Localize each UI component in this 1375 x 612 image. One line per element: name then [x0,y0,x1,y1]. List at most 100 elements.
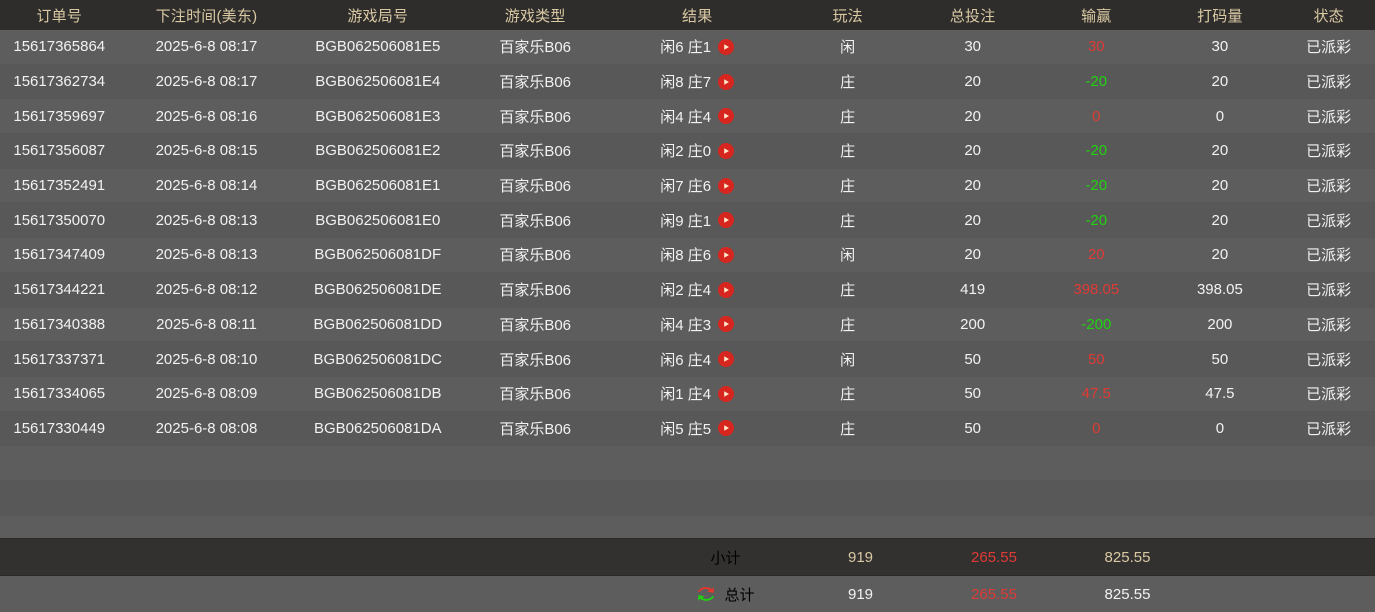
play-icon[interactable] [718,38,735,55]
cell-bet-time: 2025-6-8 08:14 [155,177,258,195]
play-icon[interactable] [718,385,735,402]
column-header-order-no[interactable]: 订单号 [36,7,83,25]
result-text: 闲7 庄6 [660,178,712,196]
cell-play: 庄 [840,74,856,92]
cell-result: 闲1 庄4 [609,383,785,404]
table-row[interactable]: 15617356087 2025-6-8 08:15 BGB062506081E2 百… [0,134,1375,169]
result-text: 闲6 庄4 [660,351,712,369]
cell-order-no: 15617362734 [13,73,106,91]
cell-order-no: 15617334065 [13,385,106,403]
play-icon[interactable] [718,108,735,125]
cell-total-bet: 50 [964,350,982,368]
cell-round-no: BGB062506081E4 [315,73,441,91]
table-body: 15617365864 2025-6-8 08:17 BGB062506081E5 百… [0,30,1375,538]
cell-result: 闲7 庄6 [609,175,785,196]
subtotal-pnl: 265.55 [971,548,1017,566]
table-header-row: 订单号 下注时间(美东) 游戏局号 游戏类型 结果 玩法 总投注 输赢 打码量 … [0,0,1375,30]
cell-pnl: 0 [1092,107,1101,125]
cell-play: 闲 [840,39,856,57]
cell-total-bet: 20 [964,246,982,264]
cell-bet-time: 2025-6-8 08:08 [155,419,258,437]
cell-result: 闲4 庄3 [609,314,785,335]
cell-total-bet: 20 [964,142,982,160]
cell-game-type: 百家乐B06 [499,420,572,438]
cell-total-bet: 20 [964,211,982,229]
cell-status: 已派彩 [1306,212,1352,230]
cell-game-type: 百家乐B06 [499,143,572,161]
cell-status: 已派彩 [1306,178,1352,196]
column-header-bet-time[interactable]: 下注时间(美东) [155,7,258,25]
table-row[interactable]: 15617340388 2025-6-8 08:11 BGB062506081DD 百… [0,307,1375,343]
play-icon[interactable] [718,142,735,159]
column-header-volume[interactable]: 打码量 [1197,7,1243,25]
swap-arrows-icon [696,585,716,603]
table-row[interactable]: 15617352491 2025-6-8 08:14 BGB062506081E1 百… [0,168,1375,204]
column-header-play[interactable]: 玩法 [832,7,863,25]
play-icon[interactable] [718,246,735,263]
column-header-status[interactable]: 状态 [1313,7,1344,25]
cell-play: 庄 [840,178,856,196]
cell-round-no: BGB062506081DA [313,419,442,437]
cell-result: 闲6 庄1 [609,36,785,57]
cell-round-no: BGB062506081DE [313,281,442,299]
cell-bet-time: 2025-6-8 08:09 [155,385,258,403]
table-row[interactable]: 15617359697 2025-6-8 08:16 BGB062506081E3 百… [0,99,1375,135]
cell-result: 闲2 庄4 [609,279,785,300]
cell-play: 庄 [840,282,856,300]
cell-volume: 20 [1211,142,1229,160]
table-row[interactable]: 15617362734 2025-6-8 08:17 BGB062506081E4 百… [0,64,1375,100]
table-row[interactable]: 15617334065 2025-6-8 08:09 BGB062506081DB 百… [0,376,1375,412]
table-row[interactable]: 15617344221 2025-6-8 08:12 BGB062506081DE 百… [0,272,1375,308]
column-header-total-bet[interactable]: 总投注 [949,7,996,25]
table-row[interactable]: 15617365864 2025-6-8 08:17 BGB062506081E5 百… [0,30,1375,65]
cell-play: 庄 [840,386,856,404]
play-icon[interactable] [718,281,735,298]
play-icon[interactable] [718,212,735,229]
cell-order-no: 15617347409 [13,246,106,264]
table-row[interactable]: 15617347409 2025-6-8 08:13 BGB062506081DF 百… [0,238,1375,273]
result-text: 闲1 庄4 [660,386,712,404]
subtotal-row: 小计 919 265.55 825.55 [0,538,1375,576]
total-pnl: 265.55 [971,585,1017,603]
cell-game-type: 百家乐B06 [499,386,572,404]
cell-result: 闲8 庄7 [609,71,785,92]
table-row[interactable]: 15617350070 2025-6-8 08:13 BGB062506081E0 百… [0,203,1375,239]
cell-play: 闲 [840,351,856,369]
column-header-round-no[interactable]: 游戏局号 [347,7,409,25]
cell-round-no: BGB062506081E0 [315,211,441,229]
cell-volume: 20 [1211,246,1229,264]
play-icon[interactable] [718,73,735,90]
cell-total-bet: 50 [964,385,982,403]
table-row[interactable]: 15617337371 2025-6-8 08:10 BGB062506081DC 百… [0,342,1375,377]
total-label-box: 总计 [658,584,793,605]
cell-pnl: -20 [1085,177,1108,195]
cell-pnl: -20 [1085,211,1108,229]
cell-status: 已派彩 [1306,386,1352,404]
result-text: 闲9 庄1 [660,212,712,230]
play-icon[interactable] [718,316,735,333]
cell-game-type: 百家乐B06 [499,108,572,126]
table-row[interactable]: 15617330449 2025-6-8 08:08 BGB062506081DA 百… [0,411,1375,447]
cell-volume: 0 [1215,107,1225,125]
cell-game-type: 百家乐B06 [499,247,572,265]
column-header-game-type[interactable]: 游戏类型 [504,7,566,25]
subtotal-volume: 825.55 [1104,548,1151,566]
column-header-result[interactable]: 结果 [682,7,713,25]
result-text: 闲2 庄4 [660,282,712,300]
cell-round-no: BGB062506081DC [313,350,442,368]
cell-result: 闲4 庄4 [609,106,785,127]
cell-game-type: 百家乐B06 [499,316,572,334]
play-icon[interactable] [718,177,735,194]
cell-result: 闲8 庄6 [609,244,785,265]
cell-status: 已派彩 [1306,74,1352,92]
column-header-pnl[interactable]: 输赢 [1081,7,1112,25]
play-icon[interactable] [718,351,735,368]
cell-game-type: 百家乐B06 [499,351,572,369]
table-summary: 小计 919 265.55 825.55 总计 919 265.55 825.5… [0,538,1375,612]
result-text: 闲8 庄7 [660,74,712,92]
cell-round-no: BGB062506081DD [313,315,442,333]
play-icon[interactable] [718,420,735,437]
cell-play: 闲 [840,247,856,265]
cell-total-bet: 419 [960,281,986,299]
cell-order-no: 15617356087 [13,142,106,160]
